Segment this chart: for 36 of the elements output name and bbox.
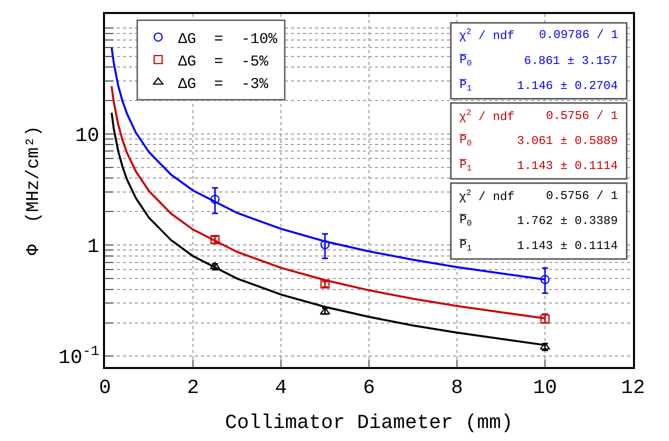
annotation: 1.146 ± 0.2704 xyxy=(517,79,618,93)
annotation: 6.861 ± 3.157 xyxy=(524,54,618,68)
annotation: χ$^{2}$ / ndf xyxy=(459,188,514,204)
x-tick-label: 0 xyxy=(98,376,112,400)
y-axis-title: Φ (MHz/cm²) xyxy=(24,126,44,256)
annotation: 0.5756 / 1 xyxy=(546,109,618,123)
annotation: 0.09786 / 1 xyxy=(539,28,618,42)
x-tick-label: 4 xyxy=(274,376,288,400)
annotation: P̅$_{1}$ xyxy=(459,238,472,254)
y-tick-label: 10$^{-1}$ xyxy=(58,344,100,370)
annotation: 1.143 ± 0.1114 xyxy=(517,159,618,173)
x-tick-label: 8 xyxy=(450,376,464,400)
annotation: 0.5756 / 1 xyxy=(546,189,618,203)
x-tick-label: 10 xyxy=(532,376,558,400)
legend-label: ΔG = -10% xyxy=(178,30,278,48)
legend-label: ΔG = -3% xyxy=(178,76,270,93)
point xyxy=(320,240,330,250)
annotation: χ$^{2}$ / ndf xyxy=(459,108,514,124)
x-tick-label: 6 xyxy=(362,376,376,400)
annotation: P̅$_{1}$ xyxy=(459,78,472,94)
annotation: P̅$_{0}$ xyxy=(459,213,472,229)
annotation: 1.762 ± 0.3389 xyxy=(517,214,618,228)
annotation: 3.061 ± 0.5889 xyxy=(517,134,618,148)
x-axis-title: Collimator Diameter (mm) xyxy=(224,412,514,435)
annotation: P̅$_{0}$ xyxy=(459,53,472,69)
y-tick-label: 1 xyxy=(87,236,100,260)
x-tick-label: 12 xyxy=(620,376,646,400)
point xyxy=(210,194,220,204)
point xyxy=(540,274,550,284)
legend-label: ΔG = -5% xyxy=(178,53,270,70)
annotation: χ$^{2}$ / ndf xyxy=(459,27,514,44)
annotation: P̅$_{0}$ xyxy=(459,133,472,149)
y-tick-label: 10 xyxy=(75,124,100,148)
annotation: P̅$_{1}$ xyxy=(459,158,472,174)
annotation: 1.143 ± 0.1114 xyxy=(517,239,618,253)
x-tick-label: 2 xyxy=(186,376,200,400)
